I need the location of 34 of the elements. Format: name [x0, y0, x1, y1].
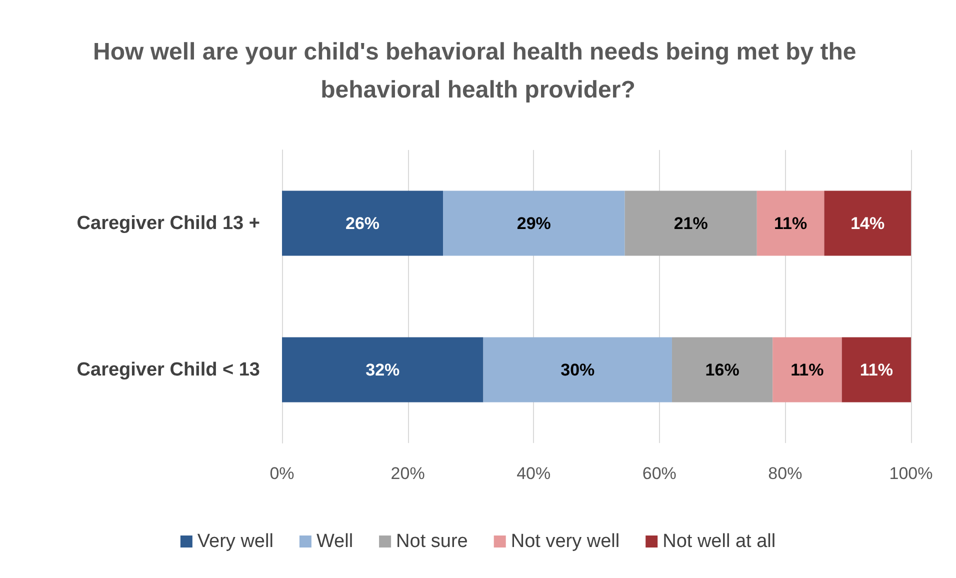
y-tick-label: Caregiver Child 13 +	[76, 212, 260, 234]
legend-label: Well	[316, 531, 354, 552]
y-tick-label: Caregiver Child < 13	[76, 359, 260, 380]
x-tick-label: 60%	[642, 464, 676, 483]
x-tick-label: 100%	[889, 464, 933, 483]
data-label: 30%	[560, 360, 595, 380]
x-tick-label: 80%	[768, 464, 802, 483]
data-label: 26%	[345, 214, 380, 233]
legend-label: Not very well	[510, 531, 620, 552]
data-label: 11%	[860, 360, 893, 380]
legend-label: Not well at all	[662, 531, 776, 552]
bar	[772, 337, 842, 402]
data-label: 29%	[516, 214, 551, 233]
data-label: 14%	[850, 214, 885, 233]
bar	[824, 190, 911, 256]
data-label: 32%	[366, 360, 400, 380]
data-label: 11%	[774, 214, 808, 233]
bar	[624, 190, 757, 256]
bar	[756, 190, 824, 256]
bar	[282, 337, 484, 402]
x-tick-label: 40%	[516, 464, 551, 483]
x-tick-label: 20%	[390, 464, 425, 483]
bar	[672, 337, 773, 402]
bar	[483, 337, 672, 402]
data-label: 16%	[705, 360, 740, 380]
bar	[282, 190, 444, 256]
chart-title: How well are your child's behavioral health needs being met by the behavioral health provider?	[93, 38, 863, 104]
bar	[443, 190, 625, 256]
data-label: 11%	[790, 360, 824, 380]
data-label: 21%	[674, 214, 708, 233]
bar	[842, 337, 911, 402]
legend-label: Not sure	[396, 531, 468, 552]
x-tick-label: 0%	[270, 464, 294, 483]
legend-label: Very well	[197, 531, 274, 552]
